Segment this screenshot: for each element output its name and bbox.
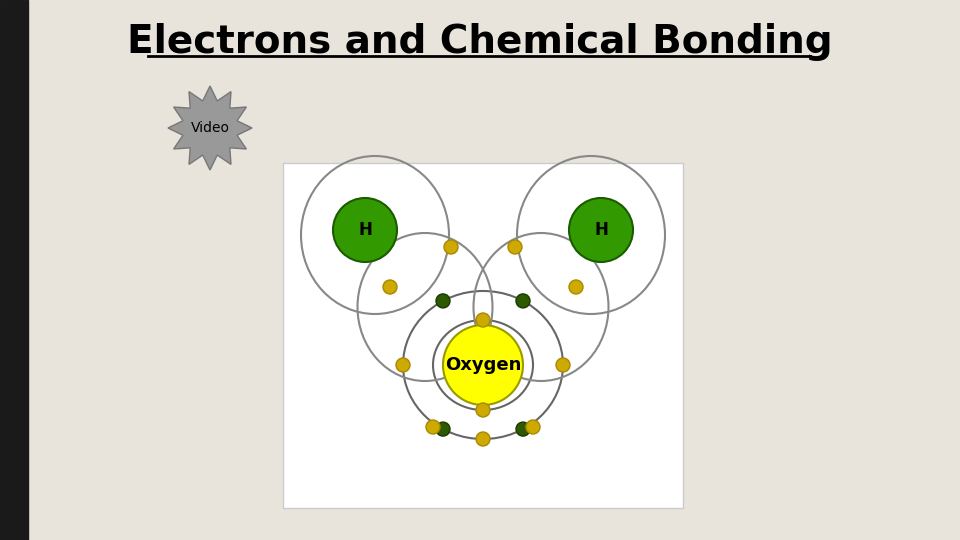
Circle shape [476, 313, 490, 327]
Circle shape [476, 403, 490, 417]
Circle shape [476, 432, 490, 446]
Circle shape [508, 240, 522, 254]
Circle shape [526, 420, 540, 434]
Text: Electrons and Chemical Bonding: Electrons and Chemical Bonding [127, 23, 833, 61]
Polygon shape [168, 86, 252, 170]
Text: H: H [358, 221, 372, 239]
Circle shape [436, 422, 450, 436]
Circle shape [396, 358, 410, 372]
Circle shape [556, 358, 570, 372]
Circle shape [569, 198, 633, 262]
Circle shape [569, 280, 583, 294]
Circle shape [516, 422, 530, 436]
Text: Video: Video [190, 121, 229, 135]
Circle shape [426, 420, 440, 434]
Circle shape [516, 294, 530, 308]
Circle shape [436, 294, 450, 308]
Circle shape [443, 325, 523, 405]
Text: Oxygen: Oxygen [444, 356, 521, 374]
Circle shape [444, 240, 458, 254]
Bar [0, 0, 28, 540]
Circle shape [333, 198, 397, 262]
Text: H: H [594, 221, 608, 239]
Bar [283, 163, 683, 508]
Circle shape [383, 280, 397, 294]
